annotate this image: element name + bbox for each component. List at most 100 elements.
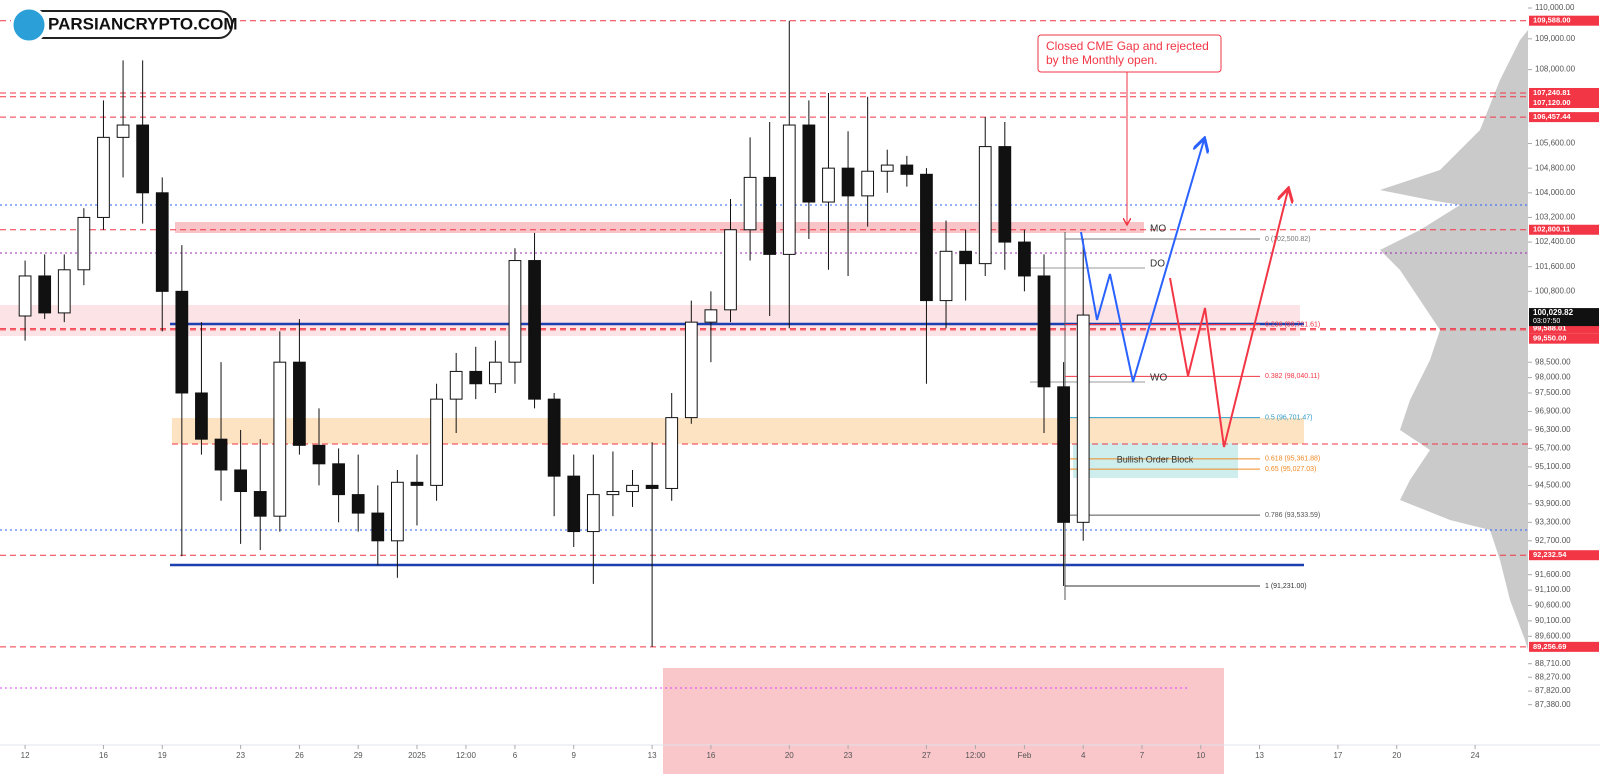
y-tick-label: 91,600.00	[1535, 570, 1571, 579]
candle-body	[155, 192, 169, 292]
price-tag-label: 102,800.11	[1533, 225, 1570, 234]
candle-body	[410, 481, 424, 486]
candle-body	[38, 275, 52, 314]
candle-body	[77, 216, 91, 271]
candle-body	[312, 444, 326, 465]
x-tick-label: 19	[158, 751, 167, 760]
candle-body	[704, 309, 718, 323]
candle-body	[861, 170, 875, 197]
fib-label: 0.236 (99,721.61)	[1265, 321, 1320, 328]
x-tick-label: 12:00	[965, 751, 986, 760]
candle-body	[273, 361, 287, 517]
candle-body	[645, 484, 659, 489]
price-tag-label: 109,588.00	[1533, 16, 1571, 25]
y-tick-label: 108,000.00	[1535, 65, 1576, 74]
gap-zone	[663, 668, 1224, 774]
candle-body	[1076, 314, 1090, 523]
candle-body	[293, 361, 306, 446]
candle-body	[1057, 386, 1070, 523]
price-tag-label: 106,457.44	[1533, 112, 1571, 121]
y-tick-label: 95,700.00	[1535, 444, 1571, 453]
y-tick-label: 96,300.00	[1535, 425, 1571, 434]
x-tick-label: 6	[513, 751, 518, 760]
y-tick-label: 88,270.00	[1535, 672, 1571, 681]
fib-label: 0.786 (93,533.59)	[1265, 512, 1320, 519]
candle-body	[195, 392, 208, 440]
candle-body	[528, 260, 541, 400]
candle-body	[684, 321, 698, 419]
candle-body	[822, 167, 835, 203]
price-tag-label: 92,232.54	[1533, 550, 1567, 559]
fib-label: 0.382 (98,040.11)	[1265, 373, 1320, 380]
candle-body	[469, 370, 483, 385]
price-tag	[1529, 550, 1599, 561]
price-tag	[1529, 97, 1599, 108]
y-tick-label: 101,600.00	[1535, 262, 1576, 271]
price-tag-label: 107,120.00	[1533, 98, 1571, 107]
candle-body	[332, 463, 345, 496]
candle-body	[606, 491, 620, 496]
candle-body	[1037, 275, 1051, 388]
candle-body	[743, 176, 757, 231]
y-tick-label: 88,710.00	[1535, 659, 1571, 668]
y-tick-label: 93,900.00	[1535, 499, 1571, 508]
volume-profile	[1380, 30, 1528, 650]
fib-label: 0.618 (95,361.88)	[1265, 456, 1320, 463]
candle-body	[802, 124, 816, 203]
candle-body	[234, 469, 248, 493]
price-tag	[1529, 87, 1599, 98]
x-tick-label: 29	[354, 751, 363, 760]
y-tick-label: 93,300.00	[1535, 517, 1571, 526]
x-tick-label: 9	[572, 751, 577, 760]
candle-body	[391, 481, 404, 542]
y-tick-label: 96,900.00	[1535, 407, 1571, 416]
price-tag-label: 99,550.00	[1533, 334, 1566, 343]
orange-zone	[172, 418, 1304, 444]
candle-body	[626, 484, 639, 493]
x-tick-label: 24	[1471, 751, 1480, 760]
price-tag-label: 89,256.69	[1533, 642, 1566, 651]
fib-label: 0.65 (95,027.03)	[1265, 466, 1316, 473]
x-tick-label: 13	[1255, 751, 1264, 760]
y-tick-label: 103,200.00	[1535, 213, 1576, 222]
last-price-tag	[1529, 308, 1599, 327]
logo-icon	[10, 6, 48, 44]
y-tick-label: 102,400.00	[1535, 237, 1576, 246]
supply-zone	[175, 222, 1144, 233]
price-tag	[1529, 333, 1599, 344]
x-tick-label: 23	[844, 751, 853, 760]
note: WO	[1150, 373, 1167, 384]
y-tick-label: 94,500.00	[1535, 480, 1571, 489]
candle-body	[782, 124, 796, 255]
candle-body	[136, 124, 150, 194]
x-tick-label: 26	[295, 751, 304, 760]
y-tick-label: 90,100.00	[1535, 616, 1571, 625]
note: Bullish Order Block	[1117, 454, 1194, 464]
candle-body	[488, 361, 502, 385]
candle-body	[1018, 241, 1031, 277]
x-tick-label: 12:00	[456, 751, 477, 760]
candle-body	[97, 136, 110, 218]
y-tick-label: 95,100.00	[1535, 462, 1571, 471]
last-price-label: 100,029.82	[1533, 308, 1574, 317]
price-tag	[1529, 323, 1599, 334]
countdown: 03:07:50	[1533, 318, 1560, 325]
x-tick-label: 16	[99, 751, 108, 760]
y-tick-label: 104,800.00	[1535, 163, 1576, 172]
fib-label: 1 (91,231.00)	[1265, 583, 1307, 590]
candle-body	[57, 269, 71, 314]
candle-body	[959, 250, 973, 265]
candle-body	[253, 491, 267, 517]
candle-body	[880, 164, 894, 172]
candle-body	[724, 229, 737, 311]
price-tag	[1529, 15, 1599, 26]
x-tick-label: 7	[1140, 751, 1145, 760]
x-tick-label: 2025	[408, 751, 426, 760]
candle-body	[430, 398, 443, 486]
candle-body	[18, 275, 32, 317]
y-tick-label: 98,500.00	[1535, 357, 1571, 366]
x-tick-label: 20	[785, 751, 794, 760]
y-tick-label: 87,820.00	[1535, 686, 1571, 695]
